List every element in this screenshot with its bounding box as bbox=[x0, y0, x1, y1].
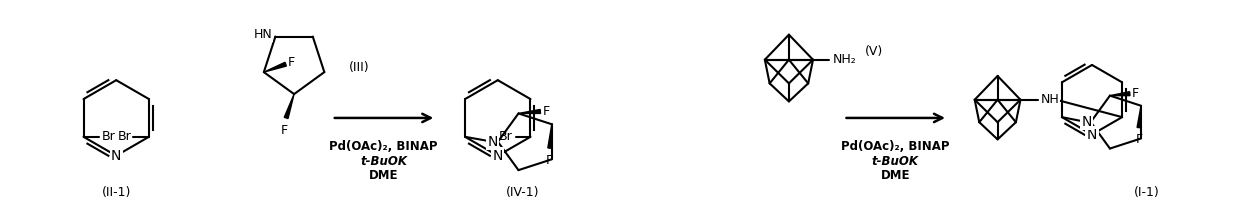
Text: N: N bbox=[1086, 128, 1097, 141]
Text: (V): (V) bbox=[864, 45, 883, 58]
Text: (II-1): (II-1) bbox=[102, 186, 131, 199]
Text: (IV-1): (IV-1) bbox=[506, 186, 539, 199]
Polygon shape bbox=[518, 109, 541, 113]
Polygon shape bbox=[1137, 106, 1141, 128]
Text: HN: HN bbox=[254, 28, 273, 41]
Text: DME: DME bbox=[368, 169, 398, 182]
Polygon shape bbox=[284, 94, 294, 119]
Text: NH: NH bbox=[1040, 93, 1059, 106]
Text: Br: Br bbox=[102, 130, 115, 143]
Text: F: F bbox=[547, 154, 553, 167]
Text: NH₂: NH₂ bbox=[833, 53, 857, 66]
Text: F: F bbox=[280, 124, 288, 137]
Text: F: F bbox=[288, 56, 295, 69]
Text: t-BuOK: t-BuOK bbox=[872, 155, 919, 168]
Text: F: F bbox=[542, 105, 549, 118]
Polygon shape bbox=[548, 124, 552, 148]
Text: N: N bbox=[112, 149, 122, 163]
Text: Pd(OAc)₂, BINAP: Pd(OAc)₂, BINAP bbox=[841, 140, 950, 153]
Text: (I-1): (I-1) bbox=[1133, 186, 1159, 199]
Text: Br: Br bbox=[118, 130, 131, 143]
Text: Br: Br bbox=[498, 130, 512, 143]
Text: (III): (III) bbox=[348, 61, 370, 74]
Text: N: N bbox=[492, 149, 503, 163]
Polygon shape bbox=[1110, 92, 1130, 96]
Text: F: F bbox=[1132, 87, 1138, 100]
Polygon shape bbox=[264, 62, 286, 72]
Text: Pd(OAc)₂, BINAP: Pd(OAc)₂, BINAP bbox=[330, 140, 438, 153]
Text: DME: DME bbox=[880, 169, 910, 182]
Text: F: F bbox=[1136, 133, 1142, 146]
Text: N: N bbox=[487, 135, 498, 149]
Text: t-BuOK: t-BuOK bbox=[360, 155, 407, 168]
Text: N: N bbox=[1081, 115, 1092, 129]
